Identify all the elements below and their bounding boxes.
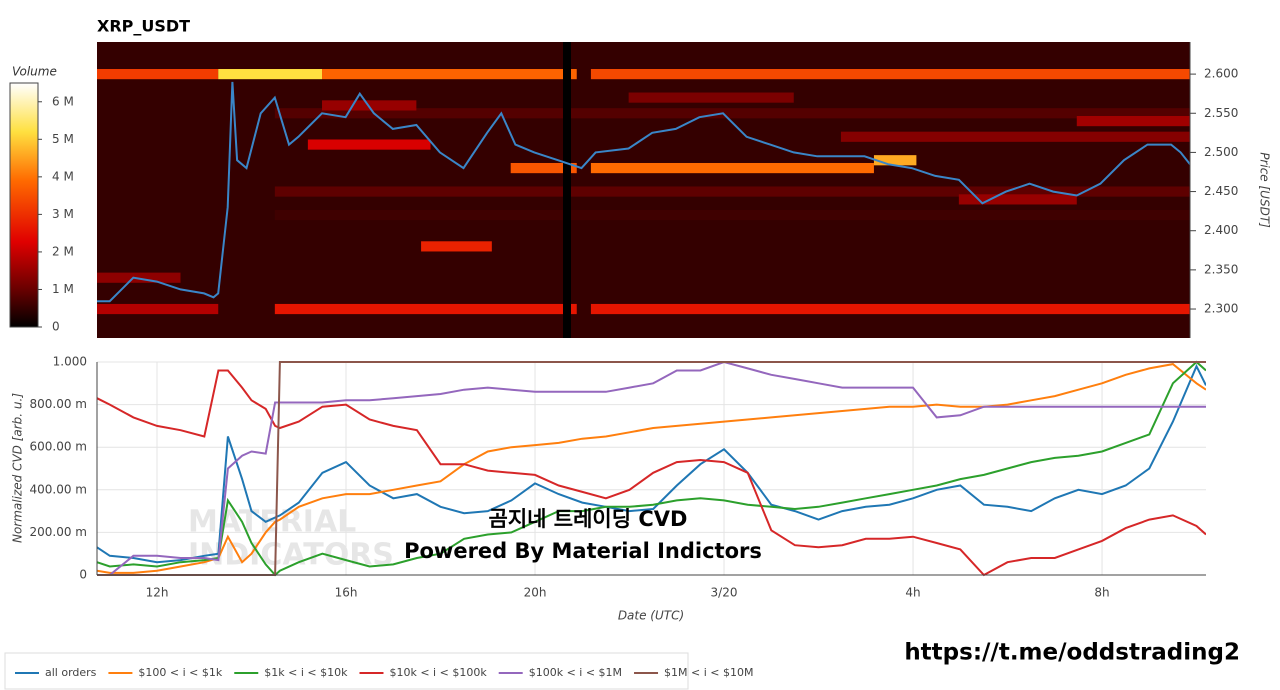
legend-label: $1M < i < $10M <box>664 666 753 679</box>
y-tick-label: 800.00 m <box>30 397 88 411</box>
legend-items: all orders $100 < i < $1k $1k < i < $10k $1… <box>15 666 753 679</box>
colorbar-tick-label: 5 M <box>52 132 74 146</box>
y-tick-label: 200.00 m <box>30 525 88 539</box>
heatmap-band <box>840 131 1190 142</box>
cvd-line <box>97 360 1206 577</box>
legend <box>4 652 689 690</box>
x-tick-label: 4h <box>905 586 920 600</box>
heatmap-band <box>274 186 1190 197</box>
colorbar-title: Volume <box>12 65 57 79</box>
price-line <box>97 81 1190 303</box>
heatmap-band <box>274 209 1190 221</box>
y-tick-label: 2.550 <box>1204 106 1238 120</box>
heatmap-band <box>97 303 219 315</box>
cvd-line <box>97 369 1206 577</box>
y-tick-label: 2.400 <box>1204 223 1238 237</box>
heatmap-band <box>510 162 577 174</box>
heatmap-band <box>421 241 492 252</box>
heatmap-band <box>590 162 874 174</box>
y-tick-label: 2.300 <box>1204 302 1238 316</box>
y-tick-label: 0 <box>79 568 87 582</box>
colorbar <box>9 82 39 328</box>
heatmap-band <box>873 155 917 166</box>
heatmap-band <box>274 303 577 315</box>
legend-label: all orders <box>45 666 97 679</box>
heatmap-band <box>274 108 1190 119</box>
heatmap <box>97 42 1190 338</box>
heatmap-band <box>97 69 219 80</box>
heatmap-band <box>1076 116 1190 127</box>
colorbar-tick-label: 3 M <box>52 207 74 221</box>
x-tick-label: 16h <box>335 586 358 600</box>
x-tick-label: 12h <box>146 586 169 600</box>
cvd-line <box>97 360 1206 576</box>
y-tick-label: 600.00 m <box>30 440 88 454</box>
data-gap <box>563 42 571 338</box>
colorbar-tick-label: 1 M <box>52 282 74 296</box>
y-tick-label: 2.350 <box>1204 262 1238 276</box>
heatmap-band <box>218 69 323 80</box>
x-tick-label: 8h <box>1094 586 1109 600</box>
y-axis-title: Price [USDT] <box>1258 152 1272 228</box>
y-tick-label: 2.600 <box>1204 67 1238 81</box>
x-tick-label: 3/20 <box>711 586 738 600</box>
x-axis-title: Date (UTC) <box>618 609 684 623</box>
y-tick-label: 2.500 <box>1204 145 1238 159</box>
x-tick-label: 20h <box>524 586 547 600</box>
colorbar-tick-label: 4 M <box>52 169 74 183</box>
heatmap-band <box>590 303 1190 315</box>
heatmap-band <box>322 69 577 80</box>
link: https://t.me/oddstrading2 <box>904 640 1240 666</box>
colorbar-tick-label: 0 <box>52 320 60 334</box>
y-tick-label: 1.000 <box>53 355 87 369</box>
colorbar-tick-label: 2 M <box>52 244 74 258</box>
legend-label: $10k < i < $100k <box>389 666 487 679</box>
heatmap-band <box>307 139 431 150</box>
watermark: MATERIAL <box>188 505 356 540</box>
chart-title: XRP_USDT <box>97 17 190 36</box>
legend-label: $100 < i < $1k <box>138 666 222 679</box>
heatmap-band <box>958 194 1077 205</box>
y-tick-label: 2.450 <box>1204 184 1238 198</box>
overlay-subtitle: Powered By Material Indictors <box>404 539 762 563</box>
colorbar-tick-label: 6 M <box>52 94 74 108</box>
cvd-line <box>97 363 1206 574</box>
heatmap-band <box>628 92 794 103</box>
y-axis-title: Normalized CVD [arb. u.] <box>11 393 25 543</box>
legend-label: $100k < i < $1M <box>529 666 622 679</box>
heatmap-band <box>590 69 1190 80</box>
legend-label: $1k < i < $10k <box>264 666 348 679</box>
overlay-title: 곰지네 트레이딩 CVD <box>489 507 688 531</box>
price-line-layer <box>97 81 1190 303</box>
y-tick-label: 400.00 m <box>30 482 88 496</box>
